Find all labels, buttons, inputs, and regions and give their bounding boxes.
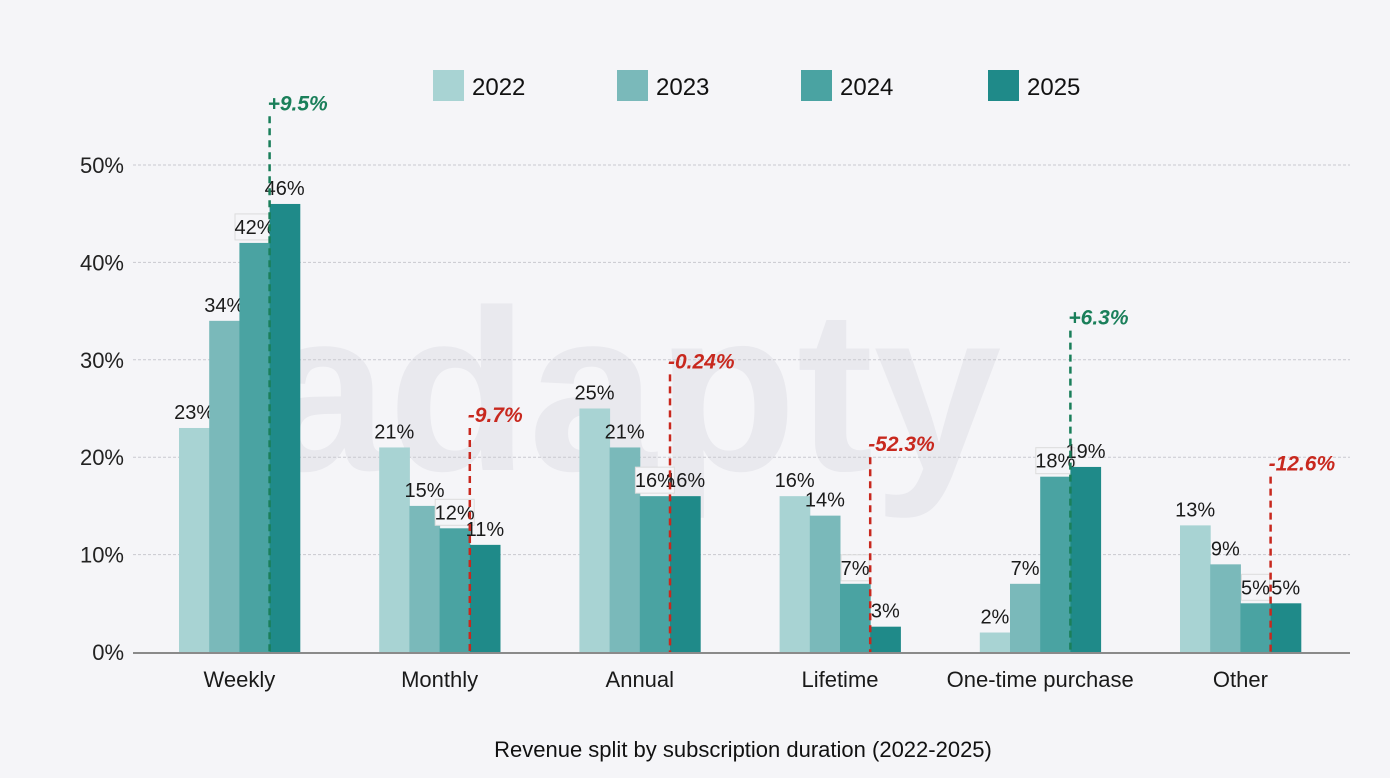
delta-label: -12.6% (1269, 453, 1336, 476)
bars: 23%34%42%46%21%15%12%11%25%21%16%16% 16%1… (174, 178, 1302, 653)
bar (579, 408, 611, 652)
legend-swatch (617, 70, 648, 101)
bar (779, 496, 811, 652)
category-label: Lifetime (801, 667, 878, 692)
legend-swatch (801, 70, 832, 101)
value-label: 21% (605, 421, 645, 443)
bar (809, 515, 841, 652)
bar (409, 505, 441, 652)
gridlines (133, 164, 1350, 556)
delta-label: -52.3% (868, 433, 935, 456)
chart-title: Revenue split by subscription duration (… (494, 737, 992, 762)
annotations: +9.5% -9.7% -0.24% -52.3% +6.3% -12.6% (268, 92, 1336, 652)
value-label: 15% (404, 480, 444, 502)
bar (179, 427, 210, 652)
y-tick-label: 50% (80, 153, 124, 178)
y-tick-label: 0% (92, 640, 124, 665)
value-label: 7% (1011, 558, 1040, 580)
bar (1210, 564, 1241, 652)
legend-label: 2024 (840, 74, 893, 101)
category-label: Other (1213, 667, 1268, 692)
value-label: 11% (466, 519, 505, 541)
bar (1240, 603, 1272, 652)
value-label: 19% (1065, 441, 1105, 463)
bar (209, 320, 240, 652)
legend: 2022 2023 2024 2025 (433, 70, 1080, 101)
legend-label: 2022 (472, 74, 525, 101)
legend-swatch (988, 70, 1019, 101)
value-label: 21% (374, 421, 414, 443)
bar (379, 447, 410, 652)
value-label: 16% (635, 470, 675, 492)
value-label: 2% (980, 607, 1009, 629)
value-label: 14% (805, 490, 845, 512)
delta-label: +9.5% (268, 92, 328, 115)
value-label-box (634, 466, 675, 494)
category-label: Annual (606, 667, 675, 692)
value-label: 23% (174, 402, 214, 424)
value-label: 16% (665, 470, 705, 492)
y-tick-label: 30% (80, 348, 124, 373)
bar (1070, 466, 1102, 652)
value-label: 3% (871, 601, 900, 623)
value-label: 46% (265, 178, 305, 200)
legend-swatch (433, 70, 464, 101)
bar (469, 544, 501, 652)
bar (639, 496, 671, 652)
value-label: 16% (775, 470, 815, 492)
delta-label: +6.3% (1068, 307, 1128, 330)
category-label: Weekly (204, 667, 276, 692)
value-label-box (1035, 447, 1076, 475)
bar (239, 242, 271, 653)
legend-label: 2025 (1027, 74, 1080, 101)
bar (1010, 583, 1041, 652)
value-label: 18% (1035, 451, 1075, 473)
value-label: 34% (204, 295, 244, 317)
y-tick-label: 20% (80, 445, 124, 470)
bar (870, 626, 901, 652)
value-label: 25% (574, 383, 614, 405)
x-axis: Weekly Monthly Annual Lifetime One-time purc… (133, 652, 1350, 692)
value-label-box (234, 213, 275, 241)
category-label: Monthly (401, 667, 478, 692)
y-axis: 0% 10% 20% 30% 40% 50% (80, 153, 124, 665)
bar (269, 203, 301, 652)
y-tick-label: 40% (80, 250, 124, 275)
value-label: 12% (435, 502, 475, 524)
value-label: 7% (841, 558, 870, 580)
bar (439, 528, 471, 652)
value-label: 9% (1211, 538, 1240, 560)
bar (670, 496, 701, 652)
bar (1040, 476, 1071, 652)
delta-label: -0.24% (668, 350, 735, 373)
delta-label: -9.7% (468, 404, 523, 427)
bar (979, 632, 1011, 652)
category-label: One-time purchase (947, 667, 1134, 692)
value-label: 5% (1241, 577, 1270, 599)
value-label-box (434, 498, 475, 526)
bar (840, 583, 871, 652)
value-label-box (1241, 573, 1270, 601)
value-label: 5% (1271, 577, 1300, 599)
value-label-box (840, 554, 870, 582)
bar (1180, 525, 1211, 652)
value-label: 42% (234, 217, 274, 239)
y-tick-label: 10% (80, 543, 124, 568)
bar (1270, 603, 1302, 652)
value-label: 13% (1175, 499, 1215, 521)
legend-label: 2023 (656, 74, 709, 101)
